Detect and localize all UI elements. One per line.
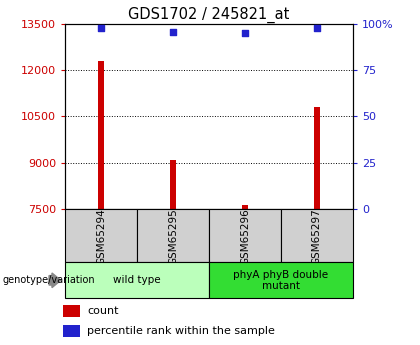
Text: percentile rank within the sample: percentile rank within the sample xyxy=(87,326,275,336)
Text: count: count xyxy=(87,306,119,316)
Bar xyxy=(170,159,176,209)
Text: genotype/variation: genotype/variation xyxy=(2,275,95,285)
Bar xyxy=(209,262,353,298)
Text: GSM65297: GSM65297 xyxy=(312,208,322,265)
Point xyxy=(170,29,176,34)
Bar xyxy=(209,209,281,262)
Bar xyxy=(63,325,79,337)
Bar xyxy=(242,205,248,209)
Text: GSM65296: GSM65296 xyxy=(240,208,250,265)
Bar xyxy=(98,61,104,209)
Bar xyxy=(65,262,209,298)
Point xyxy=(98,25,105,31)
FancyArrow shape xyxy=(49,273,61,288)
Text: wild type: wild type xyxy=(113,275,161,285)
Text: GSM65294: GSM65294 xyxy=(96,208,106,265)
Bar xyxy=(63,305,79,317)
Bar xyxy=(314,107,320,209)
Bar xyxy=(281,209,353,262)
Text: phyA phyB double
mutant: phyA phyB double mutant xyxy=(234,269,328,291)
Bar xyxy=(65,209,137,262)
Point xyxy=(313,25,320,31)
Bar xyxy=(137,209,209,262)
Title: GDS1702 / 245821_at: GDS1702 / 245821_at xyxy=(128,7,290,23)
Text: GSM65295: GSM65295 xyxy=(168,208,178,265)
Point xyxy=(241,31,248,36)
